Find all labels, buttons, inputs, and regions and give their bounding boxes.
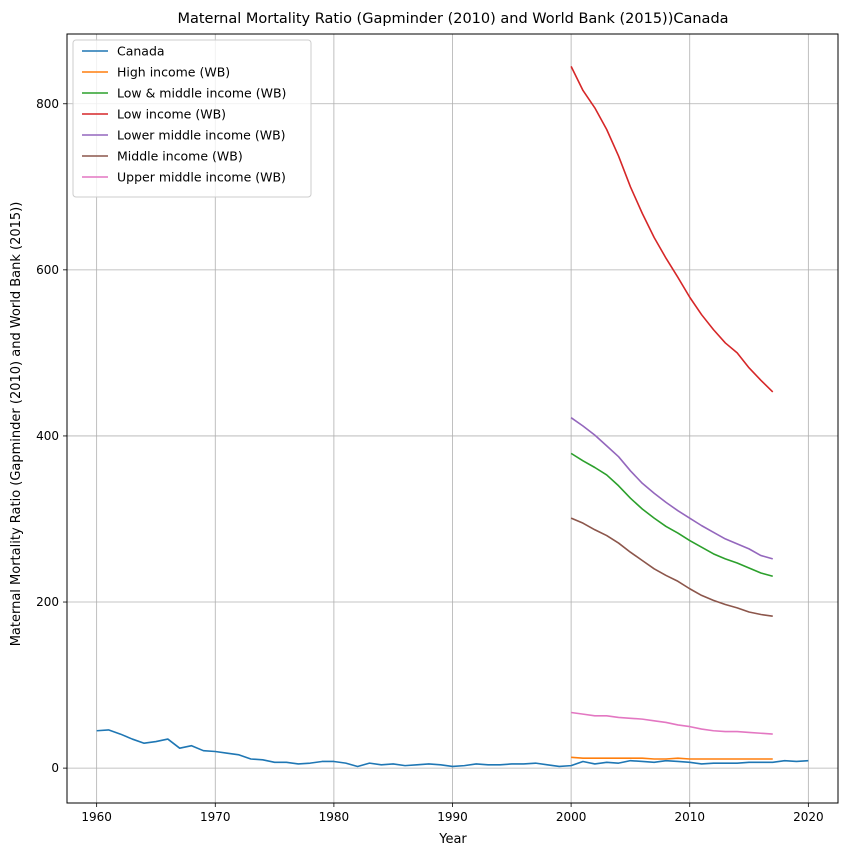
legend-box (72, 39, 312, 198)
legend-label: Low income (WB) (117, 107, 226, 122)
y-axis-label: Maternal Mortality Ratio (Gapminder (201… (9, 202, 24, 647)
chart-title: Maternal Mortality Ratio (Gapminder (201… (177, 11, 728, 27)
x-tick-label: 1970 (200, 810, 231, 824)
x-tick-label: 2000 (556, 810, 587, 824)
y-tick-label: 200 (36, 595, 59, 609)
legend-label: Upper middle income (WB) (117, 170, 286, 185)
legend-label: Low & middle income (WB) (117, 86, 286, 101)
y-tick-label: 800 (36, 97, 59, 111)
y-axis: 0 200 400 600 800 (36, 97, 67, 775)
series-line-lower-middle-income-wb (570, 417, 773, 560)
x-tick-label: 2020 (793, 810, 824, 824)
x-tick-label: 1980 (319, 810, 350, 824)
x-axis: 1960 1970 1980 1990 2000 2010 2020 (81, 803, 824, 824)
y-tick-label: 600 (36, 263, 59, 277)
x-axis-label: Year (438, 832, 467, 847)
y-tick-label: 0 (51, 761, 59, 775)
y-tick-label: 400 (36, 429, 59, 443)
series-line-upper-middle-income-wb (571, 711, 773, 735)
series-line-middle-income-wb (570, 517, 773, 617)
legend-label: Middle income (WB) (117, 149, 243, 164)
series-line-low-income-wb (570, 66, 774, 393)
legend-label: High income (WB) (117, 65, 230, 80)
series-lines (96, 66, 809, 768)
legend-label: Canada (117, 44, 165, 59)
series-line-canada (96, 729, 809, 768)
x-tick-label: 2010 (674, 810, 705, 824)
x-tick-label: 1990 (437, 810, 468, 824)
x-tick-label: 1960 (81, 810, 112, 824)
series-line-low-middle-income-wb (570, 452, 773, 578)
legend-label: Lower middle income (WB) (117, 128, 286, 143)
series-line-high-income-wb (571, 756, 773, 760)
legend: Canada High income (WB) Low & middle incom… (72, 39, 312, 198)
